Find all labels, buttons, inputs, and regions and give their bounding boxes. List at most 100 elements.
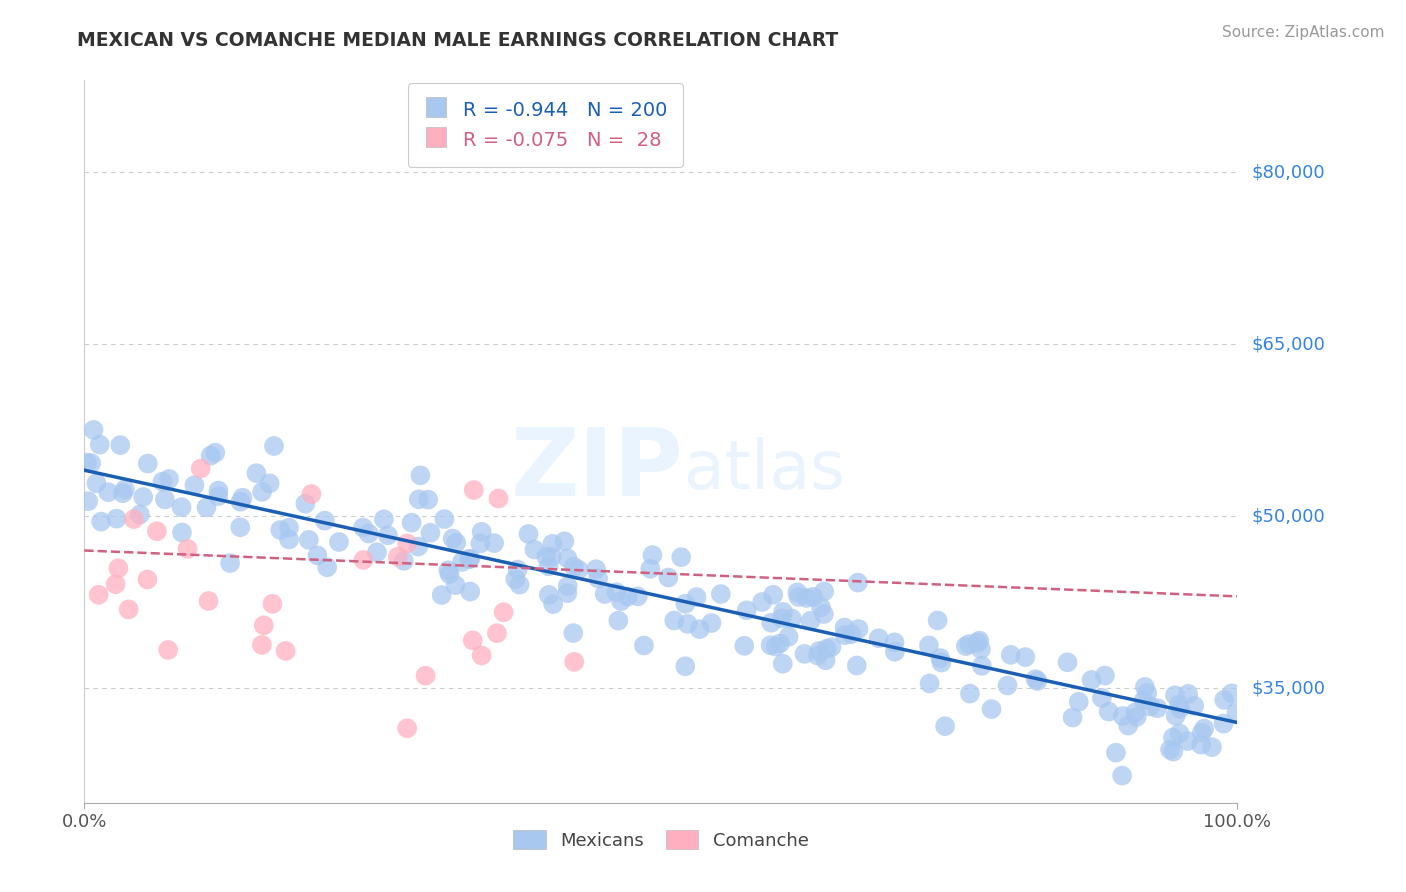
Point	[931, 656, 953, 670]
Point	[834, 628, 856, 642]
Point	[778, 630, 800, 644]
Point	[1025, 672, 1047, 686]
Point	[83, 423, 105, 437]
Point	[786, 585, 808, 599]
Point	[90, 515, 112, 529]
Point	[262, 597, 284, 611]
Point	[250, 484, 273, 499]
Point	[110, 438, 132, 452]
Point	[366, 545, 388, 559]
Point	[1125, 710, 1147, 724]
Point	[1000, 648, 1022, 662]
Point	[314, 514, 336, 528]
Point	[1136, 686, 1159, 700]
Point	[585, 562, 607, 576]
Point	[1080, 673, 1102, 687]
Point	[671, 550, 693, 565]
Point	[129, 508, 152, 522]
Point	[392, 554, 415, 568]
Point	[439, 567, 461, 582]
Point	[176, 541, 198, 556]
Point	[605, 585, 627, 599]
Point	[117, 602, 139, 616]
Point	[1067, 695, 1090, 709]
Point	[146, 524, 169, 539]
Point	[735, 603, 758, 617]
Point	[387, 549, 409, 564]
Point	[586, 571, 609, 585]
Point	[1026, 673, 1049, 688]
Point	[114, 483, 136, 497]
Point	[1123, 706, 1146, 720]
Point	[104, 577, 127, 591]
Point	[253, 618, 276, 632]
Point	[1056, 655, 1078, 669]
Point	[470, 536, 492, 550]
Point	[770, 611, 793, 625]
Text: ZIP: ZIP	[510, 425, 683, 516]
Point	[269, 523, 291, 537]
Point	[1132, 693, 1154, 707]
Point	[1212, 716, 1234, 731]
Point	[1112, 709, 1135, 723]
Point	[769, 636, 792, 650]
Point	[471, 648, 494, 663]
Point	[834, 621, 856, 635]
Point	[461, 633, 484, 648]
Point	[157, 472, 180, 486]
Point	[485, 626, 508, 640]
Text: $65,000: $65,000	[1251, 335, 1324, 353]
Point	[568, 563, 591, 577]
Point	[997, 678, 1019, 692]
Point	[136, 457, 159, 471]
Point	[969, 633, 991, 648]
Point	[641, 548, 664, 562]
Point	[540, 549, 562, 564]
Point	[673, 597, 696, 611]
Text: MEXICAN VS COMANCHE MEDIAN MALE EARNINGS CORRELATION CHART: MEXICAN VS COMANCHE MEDIAN MALE EARNINGS…	[77, 31, 838, 50]
Point	[352, 520, 374, 534]
Point	[883, 635, 905, 649]
Point	[232, 491, 254, 505]
Point	[1164, 708, 1187, 723]
Point	[868, 631, 890, 645]
Point	[966, 635, 988, 649]
Point	[664, 614, 686, 628]
Point	[458, 584, 481, 599]
Point	[207, 489, 229, 503]
Point	[883, 645, 905, 659]
Point	[1167, 698, 1189, 712]
Point	[107, 561, 129, 575]
Point	[807, 648, 830, 663]
Point	[396, 536, 419, 550]
Point	[799, 614, 821, 628]
Point	[959, 687, 981, 701]
Point	[1098, 705, 1121, 719]
Point	[301, 487, 323, 501]
Point	[444, 578, 467, 592]
Point	[772, 657, 794, 671]
Point	[111, 486, 134, 500]
Point	[927, 614, 949, 628]
Point	[458, 551, 481, 566]
Point	[86, 476, 108, 491]
Point	[278, 533, 301, 547]
Point	[685, 590, 707, 604]
Point	[136, 573, 159, 587]
Point	[488, 491, 510, 506]
Point	[328, 535, 350, 549]
Point	[80, 456, 103, 470]
Point	[419, 525, 441, 540]
Point	[1146, 701, 1168, 715]
Point	[77, 494, 100, 508]
Text: $35,000: $35,000	[1251, 679, 1326, 698]
Point	[451, 555, 474, 569]
Point	[274, 644, 297, 658]
Point	[1014, 650, 1036, 665]
Point	[1161, 731, 1184, 745]
Point	[1164, 688, 1187, 702]
Point	[557, 579, 579, 593]
Point	[406, 540, 429, 554]
Point	[263, 439, 285, 453]
Point	[557, 551, 579, 566]
